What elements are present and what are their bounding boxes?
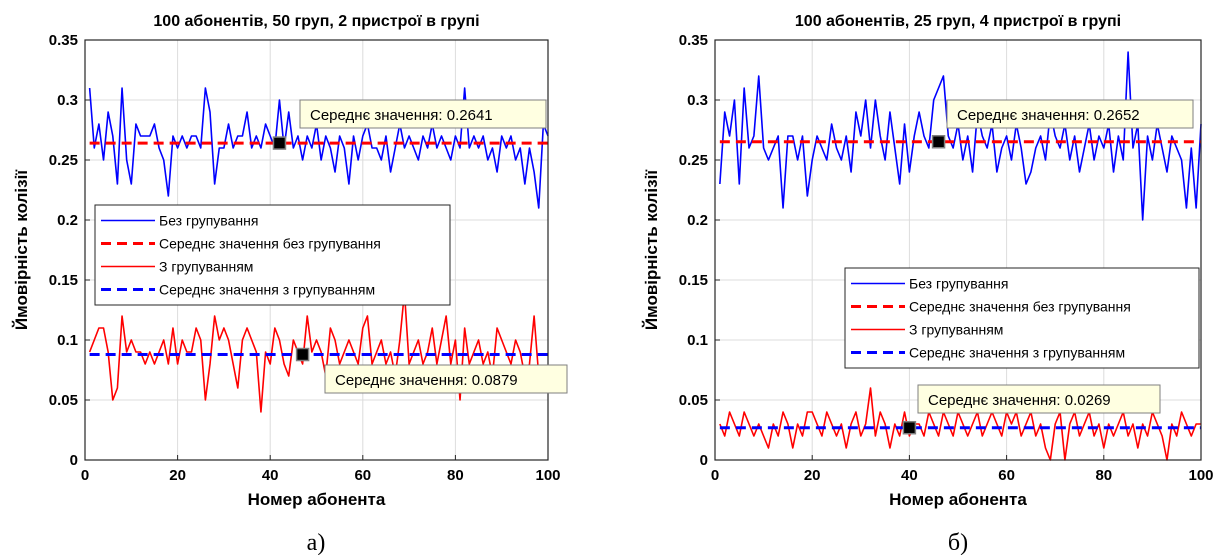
chart-panel-1: 0 20 40 60 80 100 0 0.05 0.1 0.15 0.2 0.25 0.3 0.35 10… — [12, 13, 568, 555]
x-tick-label: 40 — [901, 467, 918, 484]
legend-label-1: Без групування — [909, 276, 1008, 292]
legend-label-4: Середнє значення з групуванням — [909, 345, 1125, 361]
y-tick-label: 0.1 — [57, 332, 78, 349]
datatip-marker — [931, 135, 946, 149]
chart-panel-2: 0 20 40 60 80 100 0 0.05 0.1 0.15 0.2 0.25 0.3 0.35 10… — [642, 13, 1214, 555]
legend-label-2: Середнє значення без групування — [159, 236, 381, 252]
y-tick-label: 0.3 — [57, 92, 78, 109]
y-tick-label: 0 — [70, 452, 78, 469]
y-tick-label: 0.05 — [49, 392, 78, 409]
legend: Без групування Середнє значення без групу… — [94, 204, 451, 306]
x-axis-label: Номер абонента — [248, 490, 386, 509]
panel-caption: а) — [307, 530, 326, 555]
x-tick-label: 80 — [1095, 467, 1112, 484]
y-tick-label: 0.35 — [49, 32, 78, 49]
legend-label-2: Середнє значення без групування — [909, 299, 1131, 315]
y-tick-label: 0.25 — [679, 152, 708, 169]
x-tick-label: 100 — [1188, 467, 1213, 484]
x-tick-label: 80 — [447, 467, 464, 484]
y-tick-label: 0.25 — [49, 152, 78, 169]
datatip-marker — [902, 420, 917, 435]
chart-title: 100 абонентів, 25 груп, 4 пристрої в гру… — [795, 13, 1121, 30]
series-line-3 — [88, 291, 548, 413]
datatip-text: Середнє значення: 0.2652 — [957, 107, 1140, 124]
datatip-box — [917, 384, 1161, 414]
datatip-text: Середнє значення: 0.0879 — [335, 372, 518, 389]
chart-title: 100 абонентів, 50 груп, 2 пристрої в гру… — [153, 13, 479, 30]
axes-frame — [84, 39, 549, 461]
legend-label-3: З групуванням — [909, 322, 1003, 338]
datatip-marker — [272, 136, 287, 150]
datatip-text: Середнє значення: 0.0269 — [928, 392, 1111, 409]
series-line-3 — [719, 387, 1201, 461]
y-tick-label: 0.35 — [679, 32, 708, 49]
y-axis-label: Ймовірність колізії — [642, 169, 661, 330]
y-tick-label: 0.2 — [687, 212, 708, 229]
datatip-box — [946, 99, 1194, 129]
x-axis-label: Номер абонента — [889, 490, 1027, 509]
y-tick-label: 0.15 — [49, 272, 78, 289]
y-tick-label: 0.05 — [679, 392, 708, 409]
datatip-box — [324, 364, 568, 394]
y-tick-label: 0 — [700, 452, 708, 469]
y-tick-label: 0.15 — [679, 272, 708, 289]
panel-caption: б) — [948, 530, 968, 555]
x-tick-label: 60 — [998, 467, 1015, 484]
y-tick-label: 0.3 — [687, 92, 708, 109]
y-axis-label: Ймовірність колізії — [12, 169, 31, 330]
legend-label-4: Середнє значення з групуванням — [159, 282, 375, 298]
x-tick-label: 60 — [354, 467, 371, 484]
datatip-box — [299, 99, 547, 129]
x-tick-label: 20 — [169, 467, 186, 484]
datatip-text: Середнє значення: 0.2641 — [310, 107, 493, 124]
x-tick-label: 20 — [804, 467, 821, 484]
datatip-marker — [295, 347, 310, 362]
x-tick-label: 100 — [535, 467, 560, 484]
y-tick-label: 0.2 — [57, 212, 78, 229]
x-tick-label: 40 — [262, 467, 279, 484]
legend-label-1: Без групування — [159, 213, 258, 229]
y-tick-label: 0.1 — [687, 332, 708, 349]
legend-label-3: З групуванням — [159, 259, 253, 275]
axes-frame — [714, 39, 1202, 461]
x-tick-label: 0 — [81, 467, 89, 484]
legend: Без групування Середнє значення без групу… — [844, 267, 1200, 369]
x-tick-label: 0 — [711, 467, 719, 484]
